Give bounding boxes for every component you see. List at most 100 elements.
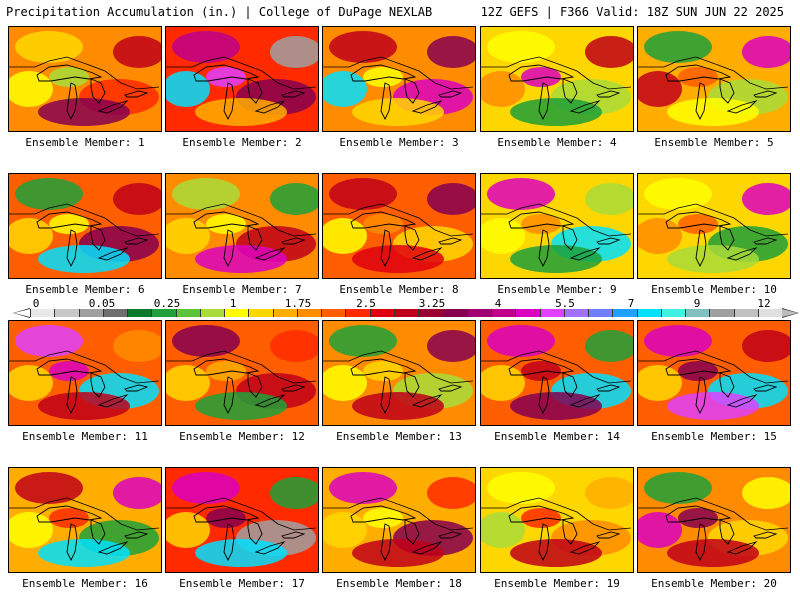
precip-contour xyxy=(521,361,561,381)
precip-contour xyxy=(9,71,53,107)
lake-outline xyxy=(538,82,550,121)
lake-outline xyxy=(124,531,149,539)
precip-contour xyxy=(585,183,633,215)
ensemble-member-label: Ensemble Member: 19 xyxy=(494,577,620,590)
precip-contour xyxy=(9,218,53,254)
border-line xyxy=(323,56,474,90)
precip-contour xyxy=(270,36,318,68)
precip-contour xyxy=(195,245,287,273)
colorbar-segment xyxy=(369,309,394,317)
colorbar-segment xyxy=(199,309,225,317)
lake-outline xyxy=(124,90,149,98)
precip-contour xyxy=(678,361,718,381)
lake-outline xyxy=(193,358,260,376)
border-line xyxy=(323,203,474,237)
precip-contour xyxy=(323,512,367,548)
lake-outline xyxy=(223,82,235,121)
precip-contour xyxy=(172,472,240,504)
ensemble-map-16 xyxy=(8,467,162,573)
border-line xyxy=(166,203,317,237)
precip-contour xyxy=(742,36,790,68)
lake-outline xyxy=(596,90,621,98)
ensemble-member-label: Ensemble Member: 12 xyxy=(179,430,305,443)
precip-contour xyxy=(206,67,246,87)
lake-outline xyxy=(596,384,621,392)
lake-outline xyxy=(66,229,78,268)
lake-outline xyxy=(281,90,306,98)
lake-outline xyxy=(508,505,575,523)
lake-outline xyxy=(569,100,601,114)
precip-contour xyxy=(510,539,602,567)
lake-outline xyxy=(193,505,260,523)
ensemble-map-2 xyxy=(165,26,319,132)
lake-outline xyxy=(66,376,78,415)
precip-contour xyxy=(15,178,83,210)
border-line xyxy=(638,497,789,531)
ensemble-map-4 xyxy=(480,26,634,132)
ensemble-map-7 xyxy=(165,173,319,279)
precip-contour xyxy=(323,365,367,401)
colorbar-segment xyxy=(588,309,613,317)
lake-outline xyxy=(538,229,550,268)
ensemble-member-label: Ensemble Member: 18 xyxy=(336,577,462,590)
precip-contour xyxy=(172,31,240,63)
lake-outline xyxy=(726,541,758,555)
precip-contour xyxy=(427,330,475,362)
border-line xyxy=(481,350,632,384)
lake-outline xyxy=(719,372,735,398)
ensemble-member-label: Ensemble Member: 4 xyxy=(497,136,617,149)
precip-contour xyxy=(363,361,403,381)
lake-outline xyxy=(97,100,129,114)
ensemble-map-17 xyxy=(165,467,319,573)
precip-contour xyxy=(352,98,444,126)
precip-contour xyxy=(166,71,210,107)
precip-contour xyxy=(195,392,287,420)
precip-contour xyxy=(329,31,397,63)
precip-contour xyxy=(113,36,161,68)
colorbar-segment xyxy=(418,309,443,317)
precip-contour xyxy=(195,98,287,126)
lake-outline xyxy=(223,376,235,415)
ensemble-member-label: Ensemble Member: 14 xyxy=(494,430,620,443)
lake-outline xyxy=(695,376,707,415)
precip-contour xyxy=(49,508,89,528)
precip-contour xyxy=(113,477,161,509)
precip-contour xyxy=(363,214,403,234)
precip-contour xyxy=(510,392,602,420)
colorbar-min-arrow xyxy=(14,309,30,317)
lake-outline xyxy=(90,225,106,251)
precip-contour xyxy=(521,67,561,87)
colorbar-tick-label: 4 xyxy=(494,297,502,310)
precip-contour xyxy=(742,183,790,215)
colorbar-segment xyxy=(127,309,152,317)
precip-contour xyxy=(172,325,240,357)
lake-outline xyxy=(596,237,621,245)
lake-outline xyxy=(569,541,601,555)
ensemble-member-label: Ensemble Member: 20 xyxy=(651,577,777,590)
precip-contour xyxy=(667,392,759,420)
lake-outline xyxy=(97,247,129,261)
ensemble-member-label: Ensemble Member: 16 xyxy=(22,577,148,590)
precip-contour xyxy=(352,245,444,273)
lake-outline xyxy=(281,237,306,245)
colorbar-tick-label: 5.5 xyxy=(555,297,575,310)
ensemble-member-label: Ensemble Member: 10 xyxy=(651,283,777,296)
precip-contour xyxy=(638,512,682,548)
lake-outline xyxy=(665,505,732,523)
colorbar-segment xyxy=(224,309,249,317)
colorbar-segment xyxy=(757,309,783,317)
lake-outline xyxy=(281,384,306,392)
border-line xyxy=(166,350,317,384)
ensemble-map-20 xyxy=(637,467,791,573)
lake-outline xyxy=(569,247,601,261)
lake-outline xyxy=(411,247,443,261)
colorbar-segment xyxy=(54,309,79,317)
border-line xyxy=(9,203,160,237)
precip-contour xyxy=(38,98,130,126)
lake-outline xyxy=(404,78,420,104)
colorbar-segment xyxy=(685,309,710,317)
precip-contour xyxy=(585,330,633,362)
border-line xyxy=(638,203,789,237)
lake-outline xyxy=(719,225,735,251)
lake-outline xyxy=(90,78,106,104)
